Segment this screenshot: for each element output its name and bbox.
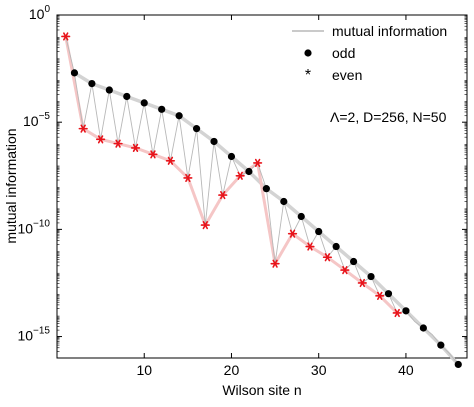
even-point [253,158,263,168]
even-point [235,171,245,180]
even-point [183,173,193,183]
even-point [305,242,315,251]
odd-point [158,105,166,113]
mutual-information-line [65,36,459,365]
odd-point [140,99,148,107]
legend-even-marker: * [305,67,311,84]
odd-point [280,197,288,206]
even-point [78,124,88,133]
even-point [270,259,280,268]
odd-point [454,360,462,369]
even-point [357,278,367,288]
odd-point [262,185,270,193]
odd-point [123,92,131,101]
y-tick-label: 100 [29,4,51,22]
series-layer [61,32,462,369]
odd-point [349,257,358,266]
ticks-layer: 10 20 30 40 100 10−5 10−10 10−15 [17,4,467,378]
legend-mi-label: mutual information [332,23,447,39]
even-point [200,220,210,230]
y-tick-label: 10−10 [17,218,50,236]
odd-point [384,290,393,298]
odd-point [175,112,183,120]
even-point [322,253,333,262]
y-tick-label: 10−5 [23,111,50,129]
odd-point [332,242,340,251]
odd-point [227,152,236,161]
x-tick-label: 20 [224,362,240,378]
even-point [375,291,385,300]
odd-point [245,167,253,176]
even-point [130,143,141,153]
x-tick-label: 40 [398,362,414,378]
legend-even-label: even [332,67,362,83]
odd-point [315,227,323,236]
odd-point [210,137,218,146]
even-point [392,308,402,318]
parameter-annotation: Λ=2, D=256, N=50 [330,109,447,125]
even-point [218,190,228,200]
even-point [61,32,71,41]
x-tick-label: 30 [311,362,327,378]
plot-frame [56,14,468,359]
odd-point [105,86,113,94]
even-point [340,266,350,275]
odd-point [419,324,427,332]
odd-point [367,272,375,281]
odd-point [402,307,410,315]
even-point [113,139,123,148]
odd-point [297,212,305,221]
y-axis-label: mutual information [3,128,19,243]
even-point [96,135,106,144]
odd-point [192,125,201,133]
legend-odd-label: odd [332,45,355,61]
legend-odd-marker [304,49,312,57]
odd-point [437,341,445,349]
even-point [287,229,298,238]
legend: mutual information odd * even [292,23,447,84]
x-tick-label: 10 [136,362,152,378]
even-point [148,150,158,159]
x-axis-label: Wilson site n [222,382,301,398]
even-point [165,156,176,165]
odd-point [70,69,79,77]
y-tick-label: 10−15 [17,326,50,344]
odd-point [88,80,96,88]
